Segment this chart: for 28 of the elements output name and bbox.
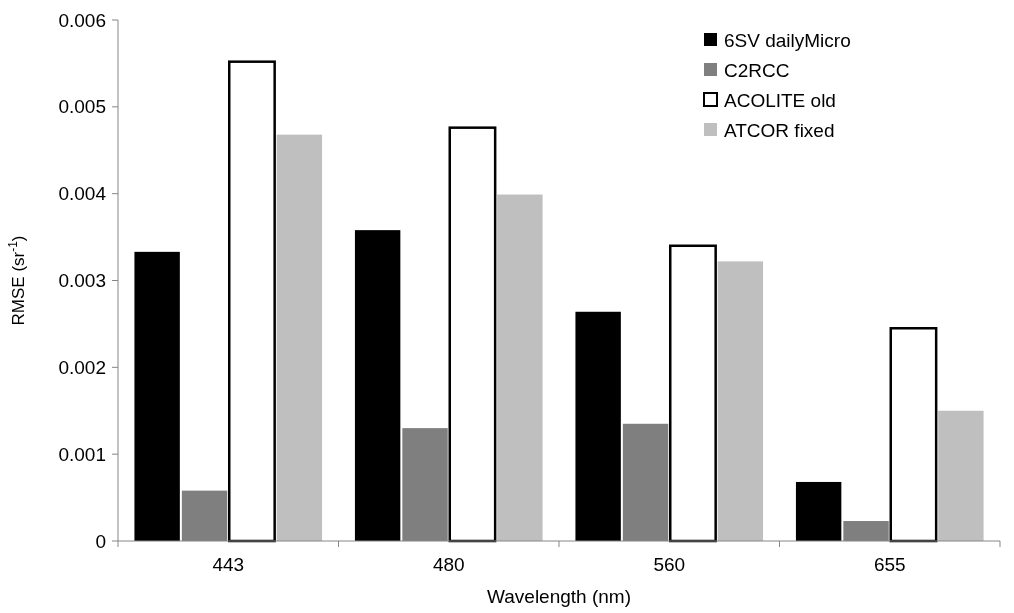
bar	[575, 311, 621, 541]
bar	[448, 126, 497, 543]
bar	[354, 230, 401, 541]
bar	[717, 261, 764, 541]
bar	[276, 134, 323, 541]
legend-label: 6SV dailyMicro	[724, 29, 851, 51]
x-tick-label: 655	[873, 554, 906, 575]
bar	[938, 410, 984, 541]
y-tick-label: 0.004	[58, 183, 107, 205]
bar	[795, 481, 842, 541]
legend-label: ATCOR fixed	[724, 119, 835, 141]
bar	[669, 244, 717, 543]
y-tick-label: 0.006	[58, 9, 106, 31]
bar	[228, 60, 276, 543]
legend-label: C2RCC	[724, 59, 790, 81]
y-tick-label: 0.005	[58, 96, 106, 118]
bar	[889, 327, 938, 543]
x-axis-title: Wavelength (nm)	[487, 586, 631, 607]
x-tick-label: 443	[212, 554, 245, 575]
y-tick-label: 0.002	[58, 356, 106, 378]
bar	[134, 251, 180, 541]
y-tick-label: 0	[95, 530, 106, 552]
x-tick-label: 480	[432, 554, 465, 575]
bar	[497, 194, 543, 541]
y-tick-label: 0.003	[58, 270, 106, 292]
x-tick-label: 560	[653, 554, 686, 575]
legend-label: ACOLITE old	[724, 89, 836, 111]
y-tick-label: 0.001	[58, 443, 106, 465]
